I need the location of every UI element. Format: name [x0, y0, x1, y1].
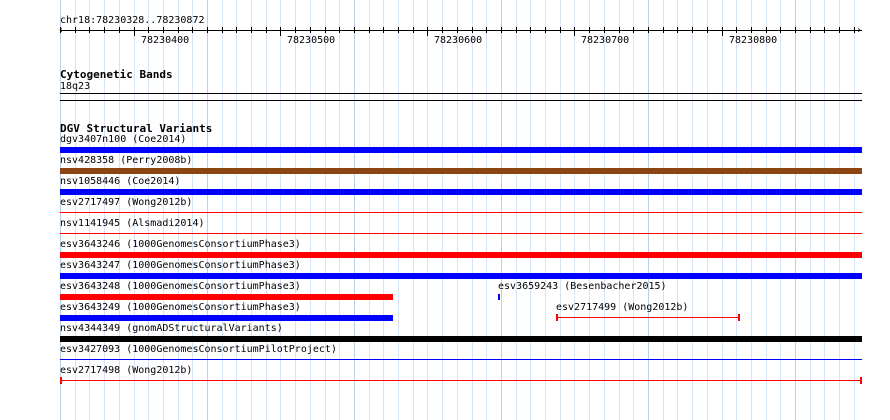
ruler-left-arrow: ‹: [58, 25, 65, 36]
dgv-track-title[interactable]: DGV Structural Variants: [60, 122, 213, 135]
feature-cap: [60, 377, 62, 384]
ruler-tick-label: 78230500: [287, 35, 336, 46]
ruler-right-arrow: ›: [856, 25, 863, 36]
cytoband-label: 18q23: [60, 81, 91, 92]
feature-label[interactable]: esv3427093 (1000GenomesConsortiumPilotPr…: [60, 344, 337, 355]
feature-bar[interactable]: [60, 147, 862, 153]
cytoband-top-line: [60, 93, 862, 94]
feature-bar[interactable]: [60, 212, 862, 213]
ruler-tick-label: 78230600: [434, 35, 483, 46]
feature-bar[interactable]: [60, 336, 862, 342]
ruler-line: [60, 30, 862, 31]
feature-bar[interactable]: [498, 294, 500, 300]
ruler-tick-label: 78230800: [729, 35, 778, 46]
feature-label[interactable]: esv2717498 (Wong2012b): [60, 365, 193, 376]
feature-bar[interactable]: [60, 380, 862, 381]
feature-bar[interactable]: [60, 315, 393, 321]
feature-label[interactable]: esv3659243 (Besenbacher2015): [498, 281, 667, 292]
feature-bar[interactable]: [60, 168, 862, 174]
cytoband-track-title[interactable]: Cytogenetic Bands: [60, 68, 173, 81]
feature-label[interactable]: esv3643248 (1000GenomesConsortiumPhase3): [60, 281, 301, 292]
feature-label[interactable]: nsv1141945 (Alsmadi2014): [60, 218, 205, 229]
feature-label[interactable]: nsv428358 (Perry2008b): [60, 155, 193, 166]
feature-label[interactable]: esv3643246 (1000GenomesConsortiumPhase3): [60, 239, 301, 250]
feature-cap: [738, 314, 740, 321]
ruler-tick-label: 78230700: [581, 35, 630, 46]
feature-bar[interactable]: [60, 273, 862, 279]
cytoband-bottom-line: [60, 100, 862, 101]
feature-bar[interactable]: [60, 189, 862, 195]
feature-label[interactable]: esv3643249 (1000GenomesConsortiumPhase3): [60, 302, 301, 313]
feature-bar[interactable]: [60, 294, 393, 300]
feature-label[interactable]: esv2717497 (Wong2012b): [60, 197, 193, 208]
feature-cap: [860, 377, 862, 384]
location-label: chr18:78230328..78230872: [60, 15, 205, 26]
feature-label[interactable]: nsv1058446 (Coe2014): [60, 176, 181, 187]
feature-label[interactable]: esv3643247 (1000GenomesConsortiumPhase3): [60, 260, 301, 271]
feature-label[interactable]: dgv3407n100 (Coe2014): [60, 134, 187, 145]
ruler-tick-label: 78230400: [141, 35, 190, 46]
feature-bar[interactable]: [60, 359, 862, 360]
feature-bar[interactable]: [60, 252, 862, 258]
feature-bar[interactable]: [60, 233, 862, 234]
feature-label[interactable]: esv2717499 (Wong2012b): [556, 302, 689, 313]
feature-cap: [556, 314, 558, 321]
feature-bar[interactable]: [556, 317, 740, 318]
feature-label[interactable]: nsv4344349 (gnomADStructuralVariants): [60, 323, 283, 334]
